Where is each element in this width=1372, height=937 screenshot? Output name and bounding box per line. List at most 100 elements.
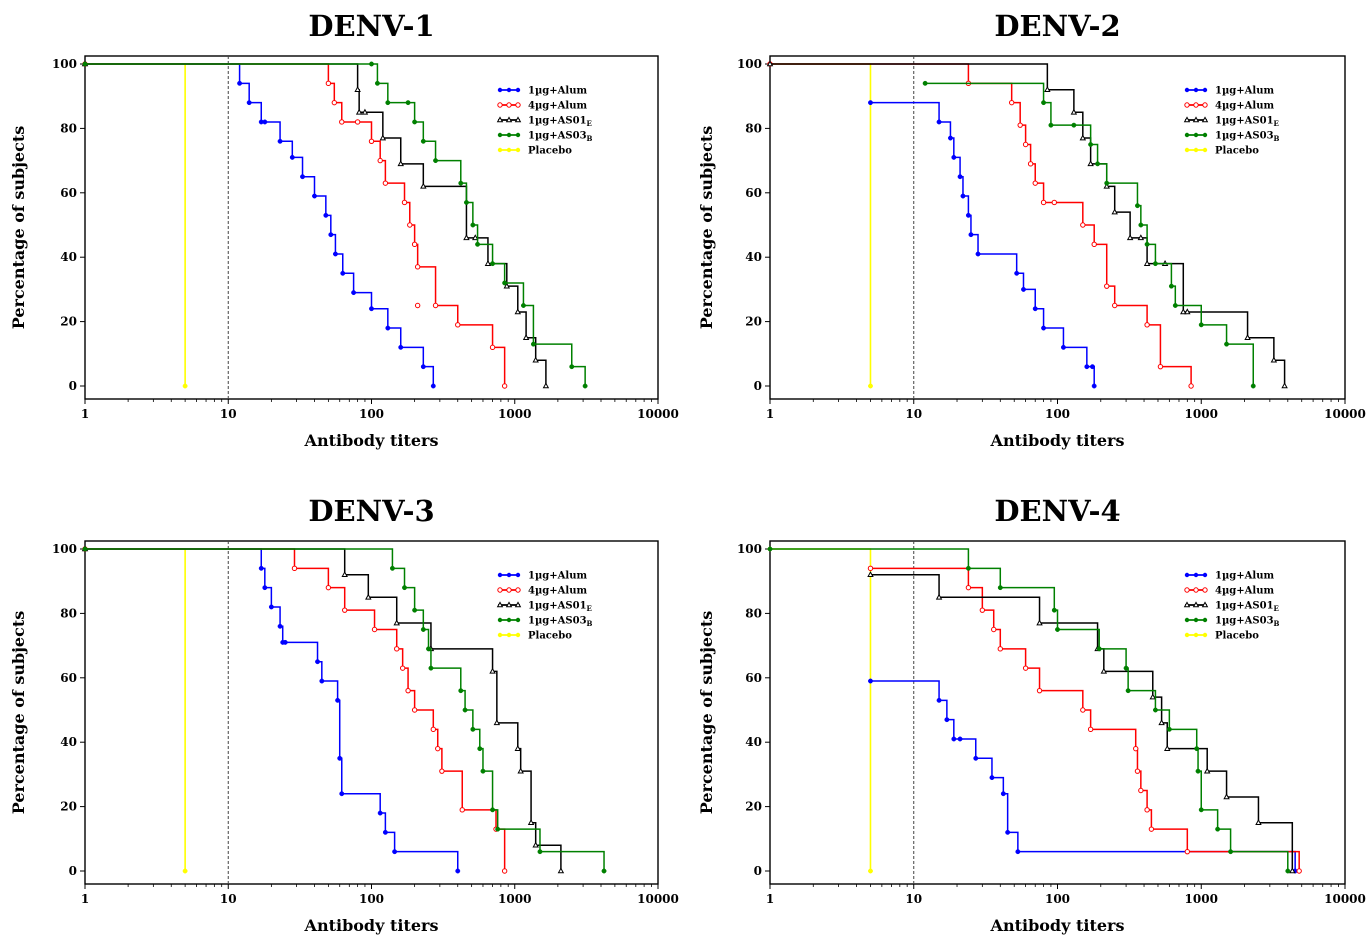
data-point <box>1198 322 1204 328</box>
data-point <box>489 667 496 674</box>
series-1-g-as03b <box>922 80 1256 389</box>
chart-panel-2: DENV-2 Antibody titers Percentage of subje… <box>697 9 1366 450</box>
data-point <box>1195 768 1201 774</box>
legend-marker <box>1184 632 1190 638</box>
data-point <box>1036 619 1043 626</box>
x-axis-label: Antibody titers <box>304 431 439 450</box>
data-point <box>319 678 325 684</box>
data-point <box>328 232 334 238</box>
data-point <box>1089 364 1095 370</box>
data-point <box>258 565 264 571</box>
data-point <box>1017 122 1023 128</box>
series-line <box>770 63 872 386</box>
data-point <box>470 222 476 228</box>
x-tick-label: 1 <box>81 892 89 906</box>
legend-marker <box>1193 87 1199 93</box>
legend-marker <box>1193 147 1199 153</box>
data-point <box>868 100 873 106</box>
data-point <box>1021 286 1026 292</box>
legend-marker <box>515 147 521 153</box>
data-point <box>493 719 501 726</box>
legend-label: 4µg+Alum <box>1215 586 1274 597</box>
data-point <box>428 665 434 671</box>
data-point <box>1137 234 1145 241</box>
series-1-g-alum <box>868 678 1298 874</box>
y-tick-label: 20 <box>60 315 77 329</box>
data-point <box>354 86 361 93</box>
y-tick-label: 0 <box>754 864 762 878</box>
legend-marker <box>1184 87 1190 93</box>
legend: 1µg+Alum 4µg+Alum 1µg+AS01E 1µg+AS03B Placeb… <box>496 571 593 642</box>
data-point <box>291 565 298 572</box>
series-line <box>85 63 506 386</box>
data-point <box>1180 308 1187 315</box>
legend-label: 1µg+Alum <box>1215 571 1274 582</box>
series-line <box>770 548 872 871</box>
data-point <box>351 290 357 296</box>
data-point <box>1022 665 1029 671</box>
data-point <box>1184 308 1191 315</box>
x-tick-label: 100 <box>359 407 384 421</box>
legend-marker <box>1202 132 1208 138</box>
data-point <box>1270 356 1278 363</box>
series-4-g-alum <box>867 565 1302 874</box>
data-point <box>1088 142 1094 147</box>
legend-marker <box>497 587 503 593</box>
data-point <box>1149 693 1157 700</box>
data-point <box>997 646 1003 652</box>
legend-marker <box>515 132 521 138</box>
legend-label: 1µg+Alum <box>1215 86 1274 97</box>
data-point <box>412 607 418 613</box>
x-tick-label: 10 <box>905 407 922 421</box>
y-axis-label: Percentage of subjects <box>9 611 28 815</box>
chart-panel-3: DENV-3 Antibody titers Percentage of subje… <box>9 494 679 935</box>
data-point <box>355 108 363 115</box>
chart-panel-4: DENV-4 Antibody titers Percentage of subje… <box>697 494 1366 935</box>
data-point <box>332 251 338 257</box>
data-point <box>377 157 383 164</box>
series-line <box>770 63 1192 386</box>
data-point <box>458 688 464 694</box>
series-line <box>870 574 1294 871</box>
data-point <box>1055 627 1060 632</box>
data-point <box>1123 665 1129 671</box>
legend-label: Placebo <box>528 631 572 642</box>
legend-marker <box>497 617 503 623</box>
data-point <box>601 868 607 874</box>
data-point <box>1281 382 1288 389</box>
data-point <box>371 626 378 633</box>
data-point <box>1144 241 1150 247</box>
y-tick-label: 40 <box>60 250 77 264</box>
data-point <box>325 80 332 87</box>
x-tick-label: 1000 <box>1185 407 1218 421</box>
data-point <box>517 767 524 774</box>
data-point <box>868 868 873 874</box>
legend-marker <box>1193 632 1199 638</box>
series-line <box>870 567 1300 871</box>
series-placebo <box>82 61 188 389</box>
legend-marker <box>1184 147 1190 153</box>
data-point <box>1126 234 1134 241</box>
series-1-g-as01e <box>766 60 1288 389</box>
data-point <box>1080 222 1086 228</box>
data-point <box>246 100 252 106</box>
data-point <box>339 791 345 797</box>
data-point <box>501 868 508 874</box>
x-tick-label: 10000 <box>1324 407 1366 421</box>
data-point <box>1051 199 1057 206</box>
legend-label: 1µg+AS03B <box>528 131 593 144</box>
data-point <box>1188 383 1194 389</box>
data-point <box>1166 726 1172 732</box>
data-point <box>1296 868 1302 874</box>
data-point <box>514 308 522 315</box>
data-point <box>289 154 295 160</box>
legend-marker <box>515 102 521 108</box>
data-point <box>382 829 388 835</box>
data-point <box>277 623 283 629</box>
y-tick-label: 0 <box>69 864 77 878</box>
legend-label: 1µg+AS01E <box>1215 116 1279 129</box>
data-point <box>435 745 441 752</box>
data-point <box>1091 383 1097 389</box>
legend-marker <box>1201 601 1209 608</box>
